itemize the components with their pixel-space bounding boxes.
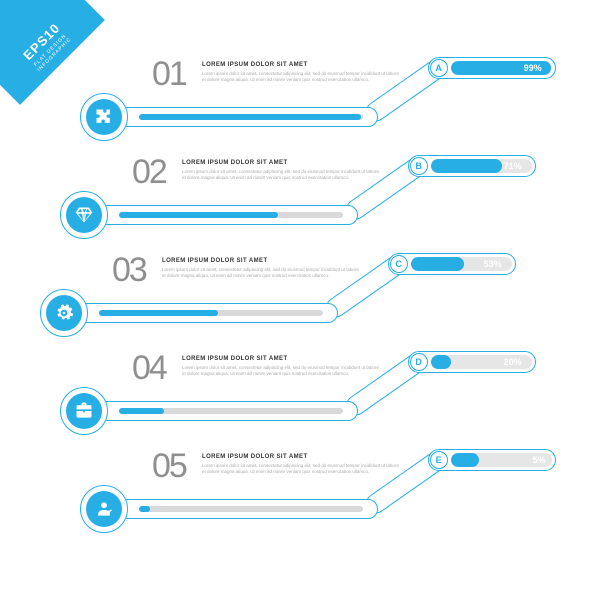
pill-letter: D: [410, 353, 428, 371]
percent-pill: C 53%: [388, 253, 516, 275]
pill-letter: B: [410, 157, 428, 175]
progress-bar: [68, 401, 358, 421]
step-text: LOREM IPSUM DOLOR SIT AMET Lorem ipsum do…: [162, 258, 362, 279]
step-number: 01: [152, 55, 186, 94]
infographic-row: 04 LOREM IPSUM DOLOR SIT AMET Lorem ipsum …: [0, 349, 600, 447]
infographic-row: 03 LOREM IPSUM DOLOR SIT AMET Lorem ipsum …: [0, 251, 600, 349]
step-body: Lorem ipsum dolor sit amet, consectetur …: [182, 169, 382, 181]
gear-icon: [46, 295, 82, 331]
progress-track: [139, 506, 363, 512]
pill-track: 71%: [431, 159, 532, 173]
pill-percent-label: 71%: [504, 161, 522, 171]
step-number: 04: [132, 349, 166, 388]
step-number: 05: [152, 447, 186, 486]
pill-percent-label: 53%: [484, 259, 502, 269]
step-body: Lorem ipsum dolor sit amet, consectetur …: [162, 267, 362, 279]
progress-bar: [48, 303, 338, 323]
step-number: 02: [132, 153, 166, 192]
person-icon: [86, 491, 122, 527]
infographic-row: 02 LOREM IPSUM DOLOR SIT AMET Lorem ipsum …: [0, 153, 600, 251]
step-text: LOREM IPSUM DOLOR SIT AMET Lorem ipsum do…: [182, 160, 382, 181]
progress-bar: [88, 499, 378, 519]
infographic-row: 01 LOREM IPSUM DOLOR SIT AMET Lorem ipsum …: [0, 55, 600, 153]
pill-letter: E: [430, 451, 448, 469]
pill-track: 53%: [411, 257, 512, 271]
puzzle-icon-circle: [80, 93, 128, 141]
infographic-rows: 01 LOREM IPSUM DOLOR SIT AMET Lorem ipsum …: [0, 55, 600, 545]
pill-fill: [411, 257, 465, 271]
step-body: Lorem ipsum dolor sit amet, consectetur …: [182, 365, 382, 377]
progress-track: [119, 408, 343, 414]
step-text: LOREM IPSUM DOLOR SIT AMET Lorem ipsum do…: [202, 62, 402, 83]
step-body: Lorem ipsum dolor sit amet, consectetur …: [202, 71, 402, 83]
pill-track: 5%: [451, 453, 552, 467]
step-body: Lorem ipsum dolor sit amet, consectetur …: [202, 463, 402, 475]
pill-percent-label: 99%: [524, 63, 542, 73]
pill-fill: [451, 453, 479, 467]
progress-fill: [119, 212, 278, 218]
percent-pill: B 71%: [408, 155, 536, 177]
percent-pill: A 99%: [428, 57, 556, 79]
pill-letter: C: [390, 255, 408, 273]
percent-pill: D 20%: [408, 351, 536, 373]
step-heading: LOREM IPSUM DOLOR SIT AMET: [202, 454, 402, 460]
infographic-row: 05 LOREM IPSUM DOLOR SIT AMET Lorem ipsum …: [0, 447, 600, 545]
pill-track: 99%: [451, 61, 552, 75]
progress-fill: [119, 408, 164, 414]
person-icon-circle: [80, 485, 128, 533]
progress-fill: [139, 114, 361, 120]
progress-fill: [99, 310, 218, 316]
pill-letter: A: [430, 59, 448, 77]
pill-percent-label: 20%: [504, 357, 522, 367]
progress-fill: [139, 506, 150, 512]
percent-pill: E 5%: [428, 449, 556, 471]
pill-fill: [431, 159, 503, 173]
step-text: LOREM IPSUM DOLOR SIT AMET Lorem ipsum do…: [182, 356, 382, 377]
puzzle-icon: [86, 99, 122, 135]
step-heading: LOREM IPSUM DOLOR SIT AMET: [202, 62, 402, 68]
progress-bar: [88, 107, 378, 127]
briefcase-icon: [66, 393, 102, 429]
progress-bar: [68, 205, 358, 225]
diamond-icon-circle: [60, 191, 108, 239]
step-number: 03: [112, 251, 146, 290]
step-heading: LOREM IPSUM DOLOR SIT AMET: [182, 160, 382, 166]
gear-icon-circle: [40, 289, 88, 337]
progress-track: [139, 114, 363, 120]
pill-percent-label: 5%: [533, 455, 546, 465]
diamond-icon: [66, 197, 102, 233]
pill-track: 20%: [431, 355, 532, 369]
step-heading: LOREM IPSUM DOLOR SIT AMET: [162, 258, 362, 264]
progress-track: [119, 212, 343, 218]
pill-fill: [431, 355, 451, 369]
step-heading: LOREM IPSUM DOLOR SIT AMET: [182, 356, 382, 362]
step-text: LOREM IPSUM DOLOR SIT AMET Lorem ipsum do…: [202, 454, 402, 475]
progress-track: [99, 310, 323, 316]
briefcase-icon-circle: [60, 387, 108, 435]
